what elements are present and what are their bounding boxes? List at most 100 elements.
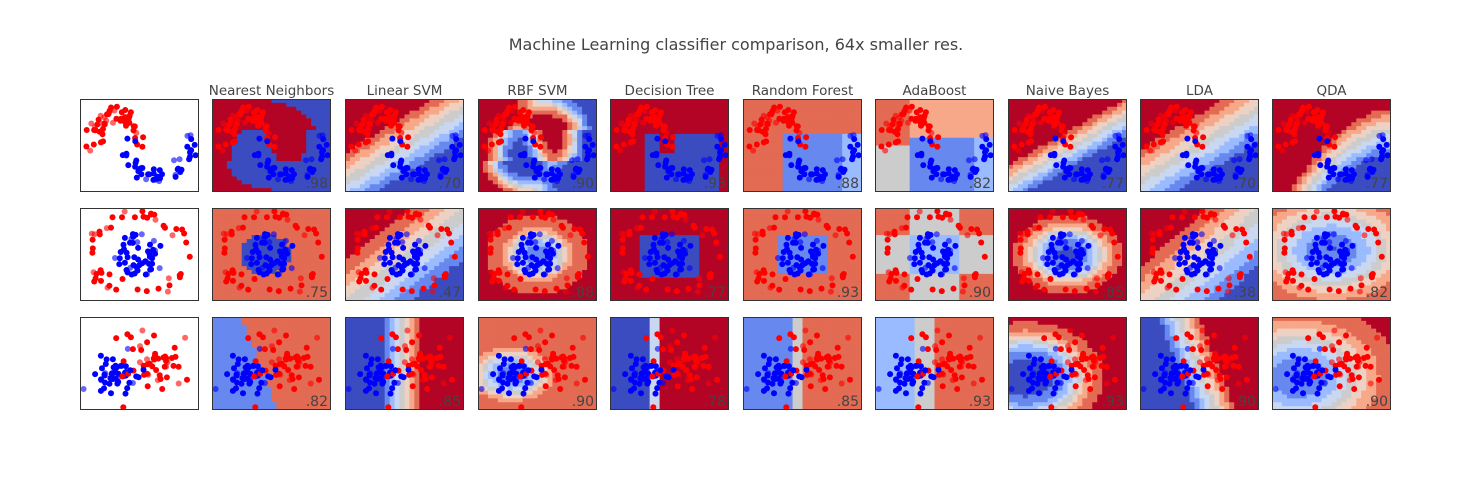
surface-cell [1107,153,1113,158]
surface-cell [266,122,273,127]
surface-cell [689,133,695,139]
red-class-point [227,116,234,123]
surface-cell [719,188,725,192]
surface-cell [832,114,838,119]
surface-cell [1154,180,1161,185]
surface-cell [1022,106,1029,112]
surface-cell [724,164,729,170]
surface-cell [719,122,725,127]
surface-cell [492,114,499,119]
surface-cell [929,114,936,119]
surface-cell [306,180,312,185]
surface-cell [478,141,484,147]
surface-cell [704,141,710,147]
surface-cell [1012,161,1019,166]
surface-cell [221,110,228,116]
surface-cell [1067,176,1074,181]
surface-cell [772,157,779,162]
surface-cell [212,168,218,174]
surface-cell [306,130,312,135]
surface-cell [914,180,921,185]
surface-cell [624,145,631,150]
surface-cell [1097,110,1103,116]
surface-cell [512,133,519,139]
surface-cell [286,126,292,131]
surface-cell [212,133,218,139]
red-class-point [1015,147,1022,154]
surface-cell [634,126,641,131]
surface-cell [624,133,631,139]
blue-class-point [951,167,958,174]
surface-cell [434,141,440,147]
surface-cell [459,161,464,166]
surface-cell [767,141,774,147]
surface-cell [261,133,268,139]
surface-cell [592,99,597,104]
surface-cell [306,99,312,104]
surface-cell [743,130,749,135]
surface-cell [419,106,425,112]
surface-cell [261,99,268,104]
surface-cell [1102,141,1108,147]
surface-cell [832,161,838,166]
surface-cell [562,122,568,127]
surface-cell [1042,126,1049,131]
surface-cell [582,130,588,135]
surface-cell [1087,133,1093,139]
surface-cell [747,110,754,116]
surface-cell [807,141,814,147]
surface-cell [271,149,278,154]
surface-cell [1154,114,1161,119]
surface-cell [532,180,539,185]
surface-cell [444,126,450,131]
surface-cell [884,133,891,139]
surface-cell [832,130,838,135]
surface-cell [674,102,681,108]
surface-cell [502,180,509,185]
surface-cell [802,99,809,104]
surface-cell [1008,137,1014,143]
surface-cell [884,161,891,166]
surface-cell [527,180,534,185]
surface-cell [954,141,960,147]
surface-cell [1107,172,1113,178]
surface-cell [837,161,843,166]
red-class-point [802,143,809,150]
surface-cell [482,110,489,116]
surface-cell [429,122,435,127]
surface-cell [1112,180,1118,185]
surface-cell [379,122,386,127]
surface-cell [959,99,965,104]
blue-class-point [582,143,589,150]
surface-cell [582,137,588,143]
red-class-point [1058,123,1065,130]
surface-cell [587,126,593,131]
surface-cell [399,145,406,150]
surface-cell [359,161,366,166]
blue-class-point [928,157,935,164]
surface-cell [246,122,253,127]
surface-cell [354,153,361,158]
surface-cell [934,188,941,192]
surface-cell [1022,164,1029,170]
surface-cell [812,153,818,158]
surface-cell [236,168,243,174]
surface-cell [787,141,794,147]
surface-cell [409,114,416,119]
surface-cell [904,164,911,170]
surface-cell [782,184,789,189]
surface-cell [542,149,549,154]
surface-cell [1008,161,1014,166]
surface-cell [271,118,278,123]
surface-cell [261,157,268,162]
surface-cell [379,164,386,170]
surface-cell [1144,168,1151,174]
surface-cell [301,168,307,174]
surface-cell [577,176,583,181]
blue-class-point [397,138,404,145]
surface-cell [345,188,351,192]
surface-cell [1052,102,1059,108]
surface-cell [1032,137,1039,143]
surface-cell [1144,106,1151,112]
surface-cell [492,149,499,154]
